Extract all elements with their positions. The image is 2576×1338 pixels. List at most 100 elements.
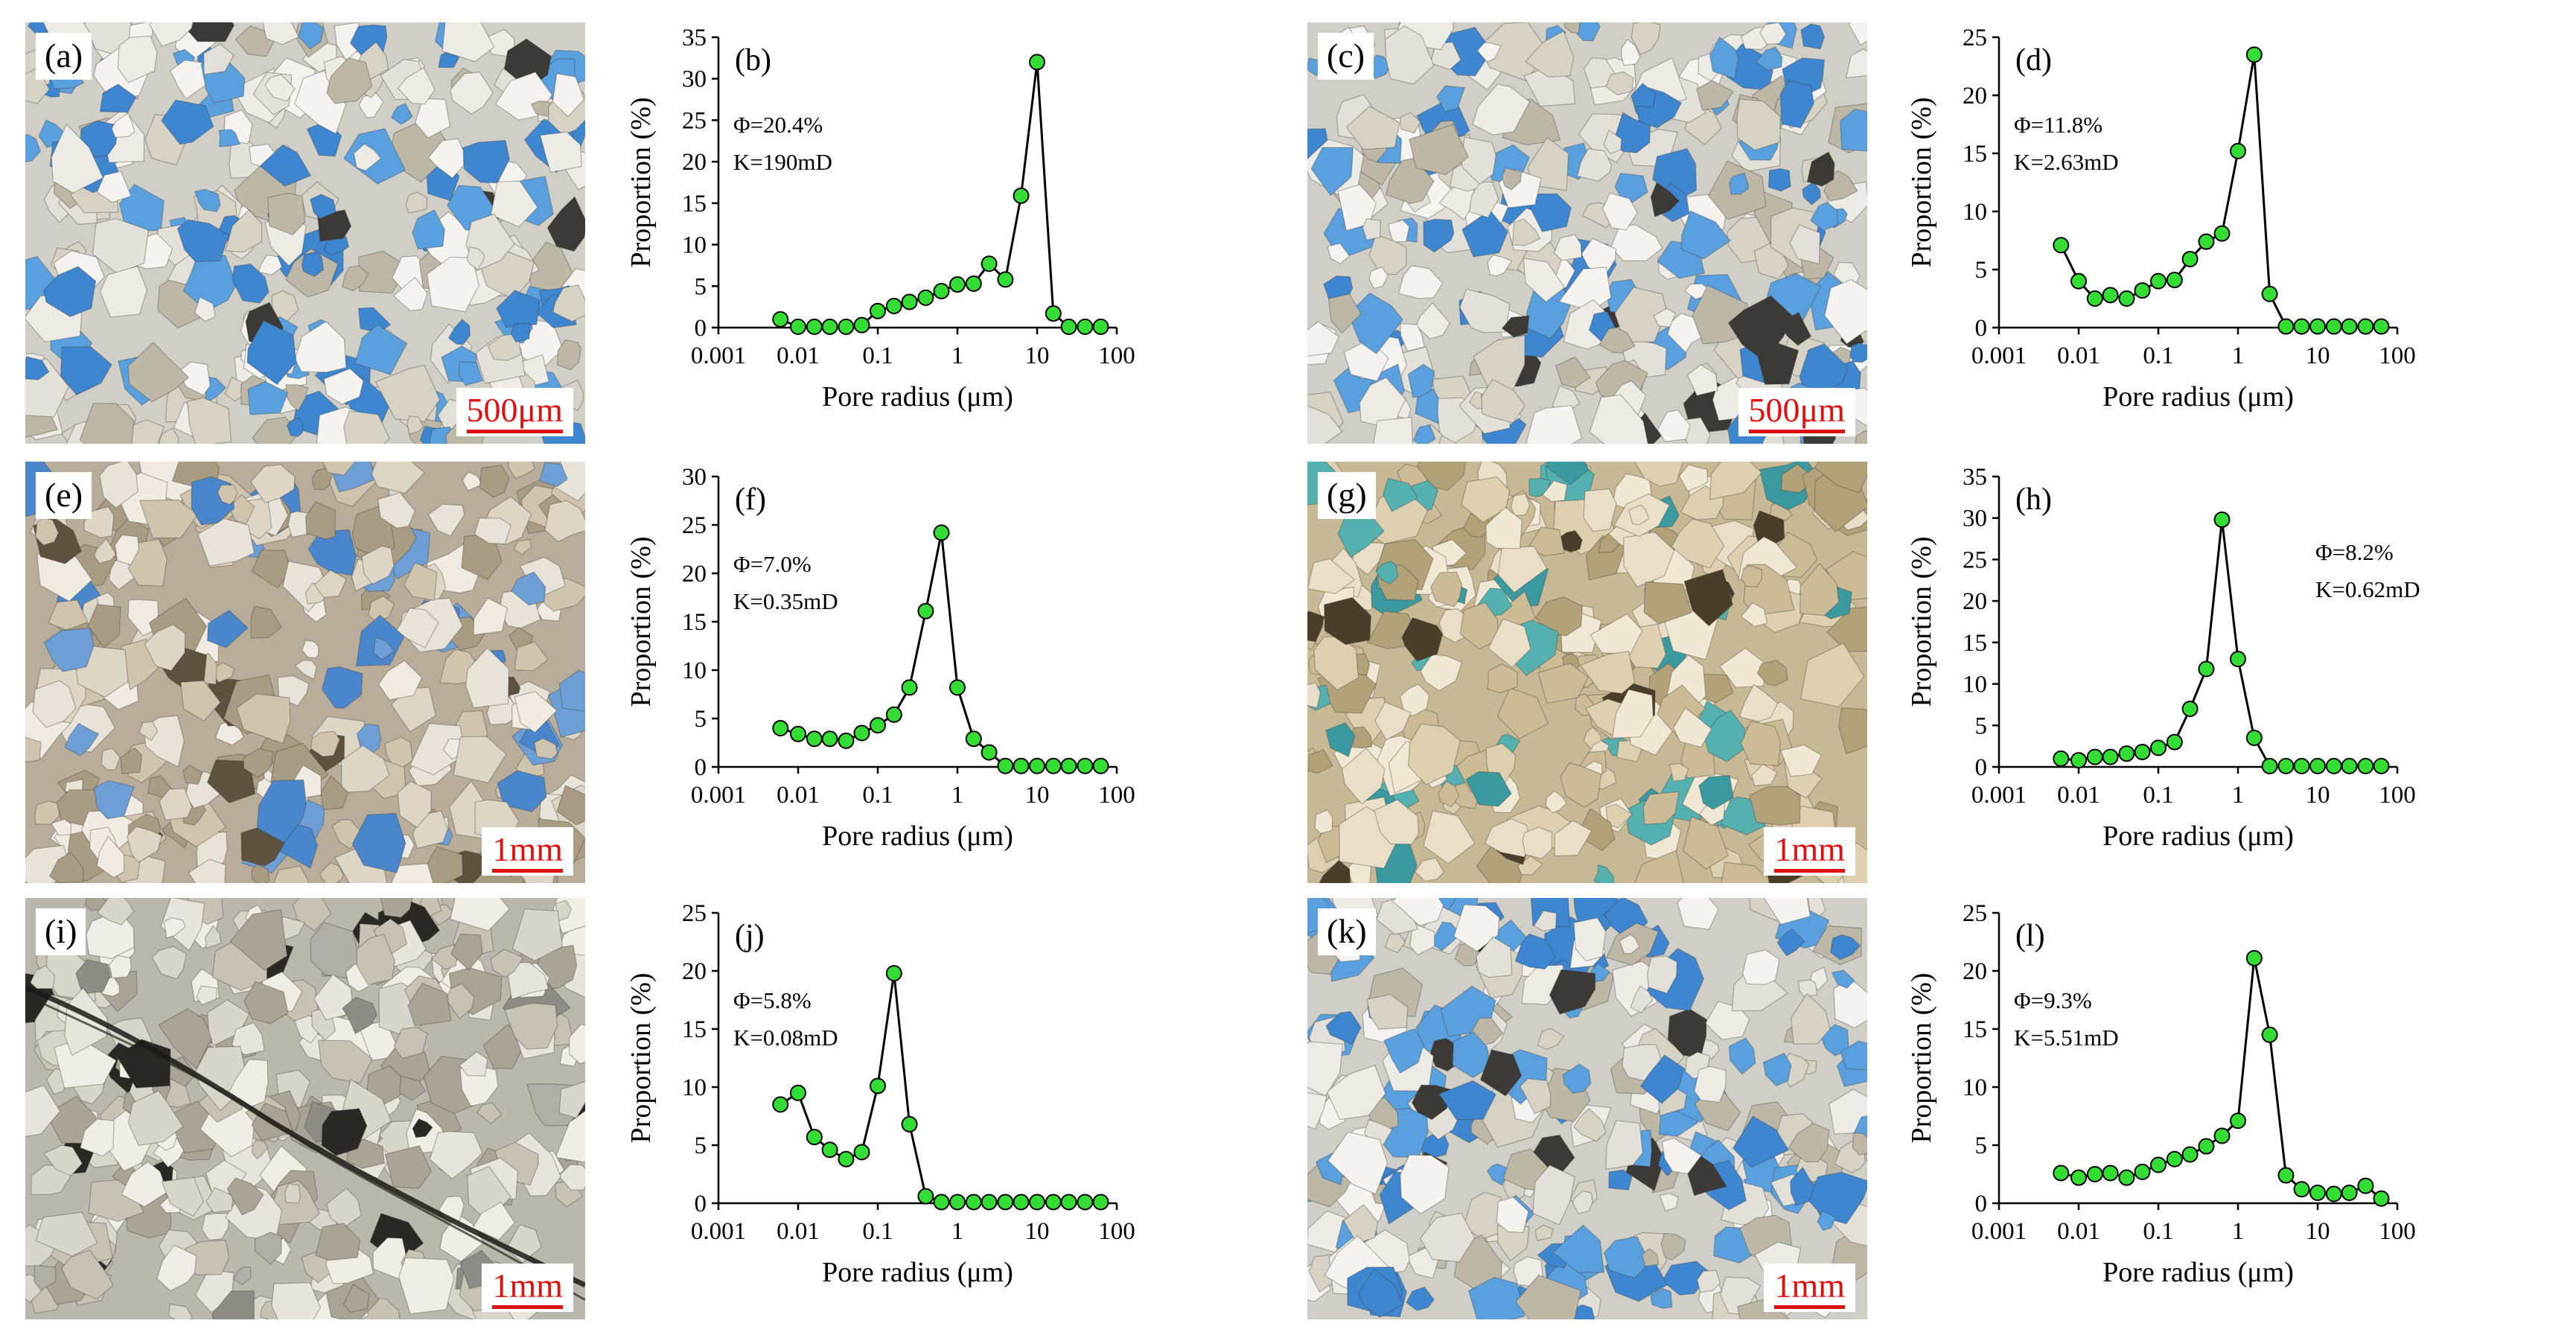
x-tick-label: 0.01	[2057, 343, 2100, 369]
scale-bar-line	[1774, 1305, 1845, 1309]
y-tick-label: 0	[695, 315, 707, 342]
panel-label: (g)	[1318, 472, 1376, 519]
thin-section-texture	[25, 462, 585, 883]
data-point	[949, 679, 966, 696]
panel-label: (b)	[735, 43, 771, 77]
y-axis-label: Proportion (%)	[1906, 97, 1937, 267]
data-point	[2325, 1185, 2342, 1202]
data-point	[933, 524, 950, 541]
data-point	[901, 679, 918, 696]
x-tick-label: 0.1	[862, 343, 893, 369]
x-axis-label: Pore radius (μm)	[822, 1257, 1013, 1288]
x-tick-label: 100	[2379, 782, 2416, 809]
data-point	[2261, 757, 2278, 774]
panel-label: (h)	[2015, 482, 2052, 517]
data-point	[870, 302, 886, 319]
y-tick-label: 15	[1963, 630, 1987, 657]
data-point	[1013, 1194, 1030, 1211]
thin-section-texture	[1307, 462, 1867, 883]
y-tick-label: 25	[682, 900, 707, 927]
x-tick-label: 10	[2306, 343, 2330, 369]
chart-f: 0 5 10 15 20 25 30 0.001 0.01 0.1 1 10 100 Pore radiu…	[603, 462, 1273, 883]
y-tick-label: 15	[682, 609, 707, 636]
data-point	[1092, 1194, 1109, 1211]
data-point	[2198, 233, 2215, 250]
panel-label: (c)	[1318, 33, 1374, 80]
x-tick-label: 0.001	[691, 343, 746, 369]
data-point	[2086, 748, 2103, 765]
data-point	[2230, 142, 2246, 159]
y-tick-label: 35	[682, 25, 707, 51]
data-point	[997, 1194, 1014, 1211]
x-tick-label: 100	[2379, 1218, 2416, 1245]
y-tick-label: 15	[682, 191, 707, 217]
data-point	[772, 720, 789, 736]
annotation-permeability: K=0.08mD	[733, 1025, 838, 1051]
scale-bar-text: 1mm	[1774, 829, 1845, 868]
y-tick-label: 10	[682, 1074, 707, 1101]
data-point	[1045, 1194, 1062, 1211]
y-tick-label: 10	[682, 657, 707, 684]
data-point	[1013, 757, 1030, 774]
data-point	[790, 725, 806, 742]
scale-bar-line	[1774, 869, 1845, 873]
scale-bar: 1mm	[1764, 826, 1855, 876]
data-point	[2373, 318, 2390, 335]
y-axis-label: Proportion (%)	[625, 97, 657, 267]
data-point	[838, 318, 855, 335]
scale-bar-line	[492, 869, 563, 873]
panel-label: (i)	[36, 908, 86, 955]
annotation-permeability: K=0.35mD	[733, 588, 838, 614]
data-point	[853, 316, 870, 334]
x-axis-label: Pore radius (μm)	[2102, 1257, 2294, 1288]
data-point	[949, 276, 966, 293]
chart-svg: 0 5 10 15 20 25 30 35 0.001 0.01 0.1 1 10 100 Pore rad…	[625, 25, 1135, 412]
x-axis-label: Pore radius (μm)	[822, 821, 1013, 852]
data-point	[2166, 1150, 2183, 1167]
data-point	[2181, 1146, 2199, 1163]
y-tick-label: 15	[682, 1016, 707, 1043]
data-point	[1092, 757, 1109, 774]
panel-label: (l)	[2015, 919, 2045, 953]
thin-section-texture	[25, 898, 585, 1319]
scale-bar: 1mm	[482, 826, 573, 876]
y-tick-label: 20	[1963, 83, 1987, 109]
y-tick-label: 5	[695, 273, 707, 300]
data-point	[2053, 237, 2070, 254]
scale-bar-line	[492, 1305, 563, 1309]
y-tick-label: 0	[1975, 315, 1988, 342]
data-point	[2261, 1026, 2278, 1043]
thin-section-texture	[1307, 22, 1867, 444]
chart-svg: 0 5 10 15 20 25 30 35 0.001 0.01 0.1 1 10 100 Pore rad…	[1906, 464, 2420, 852]
data-point	[933, 282, 950, 299]
panel-label: (j)	[735, 919, 765, 953]
data-point	[2070, 1169, 2087, 1186]
data-point	[2293, 757, 2310, 774]
data-point	[1077, 318, 1094, 335]
y-tick-label: 10	[682, 232, 707, 259]
data-point	[2198, 660, 2215, 678]
y-tick-label: 5	[695, 706, 707, 733]
data-point	[997, 757, 1014, 774]
y-tick-label: 20	[682, 149, 707, 176]
x-tick-label: 0.1	[2143, 782, 2173, 809]
annotation-porosity: Φ=11.8%	[2014, 112, 2102, 138]
x-tick-label: 0.01	[777, 343, 820, 369]
scale-bar-line	[466, 430, 563, 433]
data-point	[997, 271, 1014, 288]
data-point	[2053, 750, 2070, 767]
data-point	[2230, 1112, 2246, 1130]
data-point	[901, 1115, 918, 1132]
data-point	[821, 1141, 838, 1159]
data-point	[917, 602, 934, 619]
chart-svg: 0 5 10 15 20 25 0.001 0.01 0.1 1 10 100 Pore radius …	[625, 900, 1135, 1288]
data-point	[2181, 250, 2199, 267]
data-point	[806, 1129, 823, 1146]
y-tick-label: 5	[1975, 1132, 1988, 1159]
data-point	[2181, 701, 2199, 717]
y-tick-label: 0	[695, 754, 707, 781]
photo-i: (i) 1mm	[25, 898, 585, 1319]
scale-bar-line	[1748, 430, 1845, 433]
x-tick-label: 1	[2232, 343, 2245, 369]
y-tick-label: 5	[1975, 257, 1988, 284]
